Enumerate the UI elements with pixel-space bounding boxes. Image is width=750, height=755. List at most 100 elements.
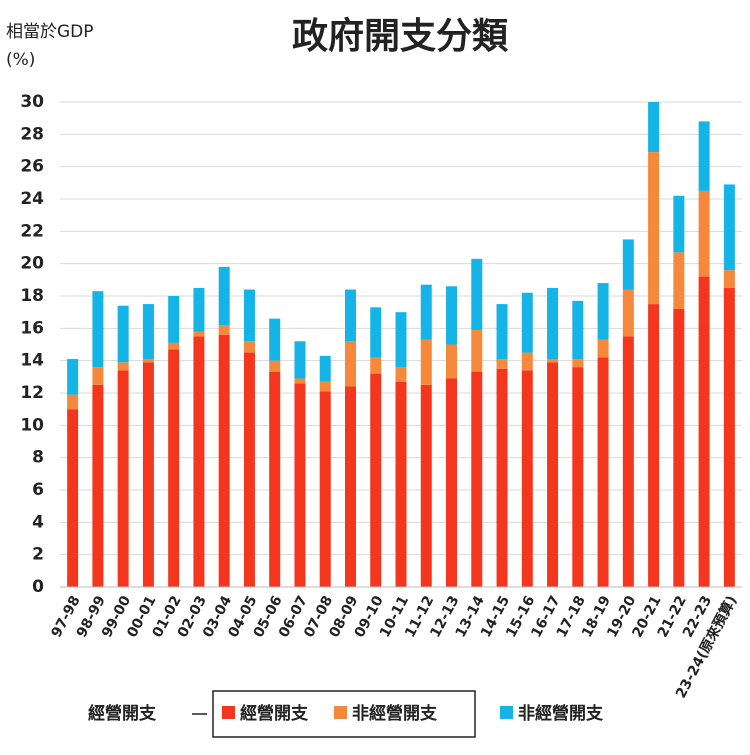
bar-segment xyxy=(294,378,306,384)
legend-swatch xyxy=(500,706,513,719)
bar-segment xyxy=(698,276,710,587)
bar-segment xyxy=(344,289,356,342)
bar-segment xyxy=(597,283,609,340)
y-axis-label: (%) xyxy=(6,50,35,70)
y-tick-label: 10 xyxy=(20,415,44,435)
bar-segment xyxy=(319,355,331,382)
bar-segment xyxy=(218,334,230,587)
bar-segment xyxy=(446,286,458,345)
bar-segment xyxy=(370,357,382,374)
bar-segment xyxy=(572,359,584,368)
bar-segment xyxy=(193,336,205,587)
bar-segment xyxy=(117,362,129,371)
bar-segment xyxy=(168,342,180,350)
y-tick-label: 30 xyxy=(20,92,44,112)
bar-segment xyxy=(420,284,432,340)
legend-label: 非經營開支 xyxy=(352,703,438,724)
legend-label: 非經營開支 xyxy=(518,703,604,724)
y-tick-label: 12 xyxy=(20,383,44,403)
bar-segment xyxy=(92,367,104,385)
bar-segment xyxy=(269,371,281,587)
y-tick-label: 0 xyxy=(32,577,44,597)
bar-segment xyxy=(496,304,508,360)
bar-segment xyxy=(92,291,104,368)
bar-segment xyxy=(142,304,154,360)
bar-segment xyxy=(218,325,230,335)
bar-segment xyxy=(622,289,634,337)
bar-segment xyxy=(168,349,180,587)
bar-segment xyxy=(218,266,230,326)
y-tick-label: 24 xyxy=(20,189,44,209)
bar-segment xyxy=(243,341,255,353)
bar-segment xyxy=(572,300,584,360)
bar-segment xyxy=(67,394,79,410)
bar-segment xyxy=(344,341,356,387)
legend-group-box xyxy=(212,690,476,738)
bar-segment xyxy=(243,289,255,342)
bar-segment xyxy=(648,102,660,153)
bar-segment xyxy=(319,381,331,392)
bar-segment xyxy=(597,357,609,587)
bar-segment xyxy=(117,305,129,363)
bar-segment xyxy=(547,287,559,360)
bar-segment xyxy=(521,370,533,587)
bar-segment xyxy=(395,381,407,587)
bar-segment xyxy=(117,370,129,587)
bar-segment xyxy=(370,373,382,587)
y-tick-label: 28 xyxy=(20,124,44,144)
bar-segment xyxy=(723,287,735,587)
bar-segment xyxy=(294,341,306,379)
bar-segment xyxy=(622,336,634,587)
bar-segment xyxy=(344,386,356,587)
y-axis-label: 相當於GDP xyxy=(6,22,94,42)
bar-segment xyxy=(673,195,685,253)
y-tick-label: 6 xyxy=(32,480,44,500)
y-tick-label: 22 xyxy=(20,221,44,241)
bar-segment xyxy=(597,339,609,358)
legend-swatch xyxy=(334,706,347,719)
bar-segment xyxy=(648,304,660,587)
bar-segment xyxy=(67,359,79,395)
bar-segment xyxy=(142,362,154,587)
bar-segment xyxy=(420,339,432,385)
y-tick-label: 2 xyxy=(32,545,44,565)
bar-segment xyxy=(471,371,483,587)
bar-segment xyxy=(193,331,205,337)
bar-segment xyxy=(723,184,735,271)
y-tick-label: 16 xyxy=(20,318,44,338)
y-tick-label: 8 xyxy=(32,448,44,468)
bar-segment xyxy=(446,378,458,587)
bar-segment xyxy=(521,352,533,371)
bar-segment xyxy=(572,367,584,587)
legend-label: 經營開支 xyxy=(240,703,309,724)
bar-segment xyxy=(446,344,458,379)
bar-segment xyxy=(370,307,382,358)
bar-segment xyxy=(395,312,407,368)
y-tick-label: 20 xyxy=(20,254,44,274)
bar-segment xyxy=(471,329,483,372)
bar-segment xyxy=(471,258,483,330)
bar-segment xyxy=(723,270,735,288)
bar-segment xyxy=(142,359,154,363)
y-tick-label: 26 xyxy=(20,157,44,177)
bar-segment xyxy=(269,318,281,361)
y-tick-label: 14 xyxy=(20,351,44,371)
bar-segment xyxy=(496,359,508,369)
bar-segment xyxy=(67,409,79,587)
bar-segment xyxy=(294,383,306,587)
bar-segment xyxy=(395,367,407,382)
bar-segment xyxy=(496,368,508,587)
bar-segment xyxy=(420,384,432,587)
bar-segment xyxy=(92,384,104,587)
bar-segment xyxy=(698,190,710,277)
bar-segment xyxy=(673,252,685,309)
bar-segment xyxy=(547,362,559,587)
bar-segment xyxy=(269,360,281,372)
legend-group-label: 經營開支 xyxy=(88,703,157,724)
bar-segment xyxy=(673,308,685,587)
bar-segment xyxy=(243,352,255,587)
bar-segment xyxy=(319,391,331,587)
bar-segment xyxy=(622,239,634,290)
bar-segment xyxy=(521,292,533,353)
